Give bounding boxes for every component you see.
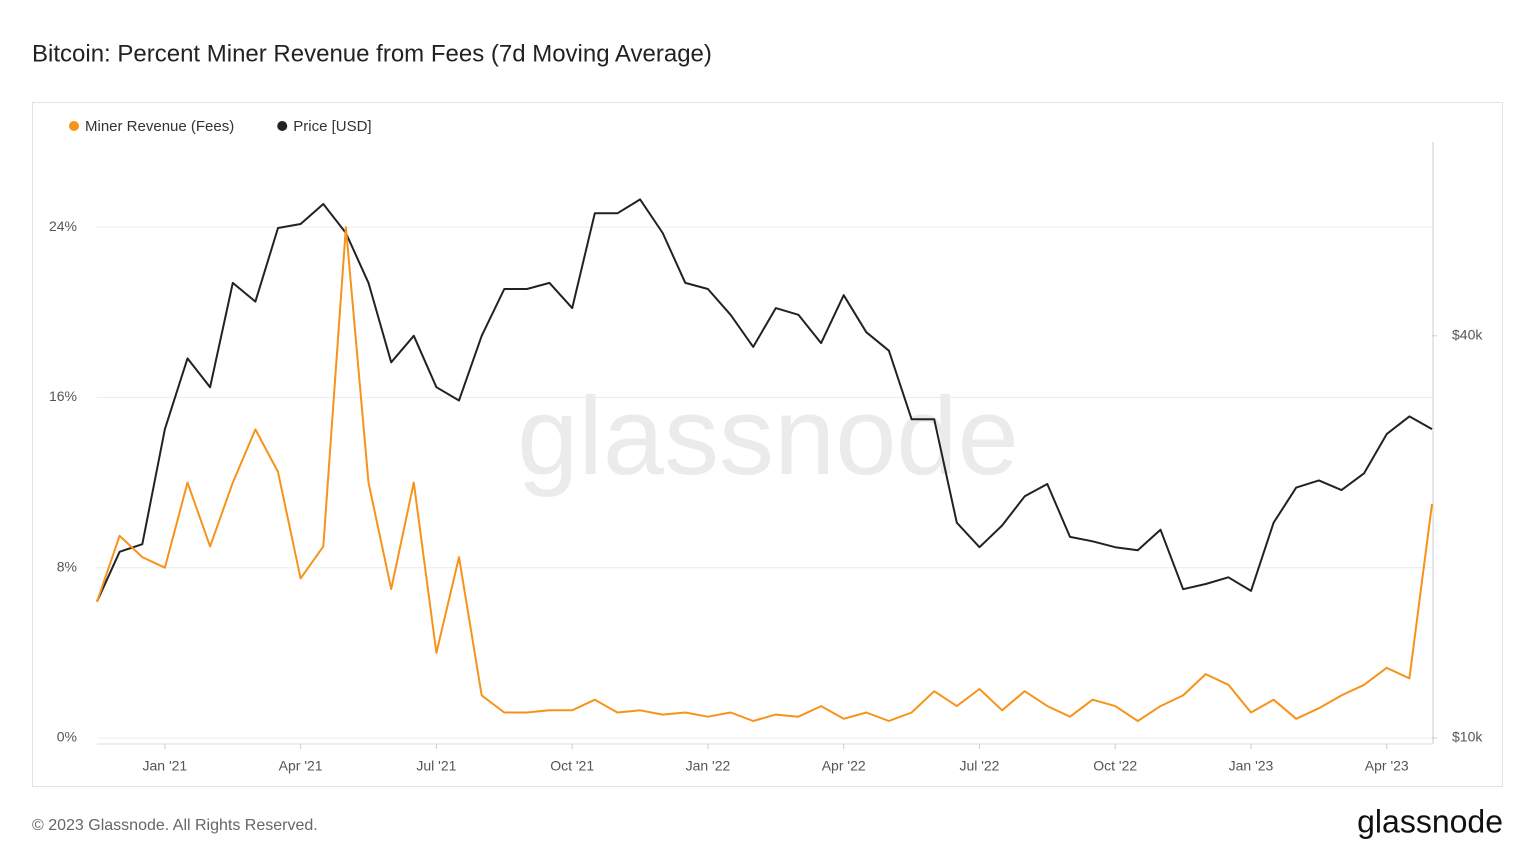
y-tick-label: 8% <box>57 558 77 574</box>
series-line <box>96 198 1433 603</box>
chart-frame <box>32 102 1503 787</box>
logo: glassnode <box>1357 803 1503 839</box>
chart-title: Bitcoin: Percent Miner Revenue from Fees… <box>32 40 712 67</box>
y2-tick-label: $40k <box>1452 326 1483 342</box>
legend-marker <box>69 121 79 131</box>
x-tick-label: Oct '22 <box>1093 758 1137 774</box>
x-tick-label: Jan '21 <box>143 758 188 774</box>
series-line <box>96 226 1433 722</box>
y-tick-label: 0% <box>57 729 77 745</box>
legend-label: Miner Revenue (Fees) <box>85 118 234 135</box>
x-tick-label: Apr '21 <box>279 758 323 774</box>
x-tick-label: Jan '22 <box>686 758 731 774</box>
x-tick-label: Oct '21 <box>550 758 594 774</box>
x-tick-label: Jan '23 <box>1229 758 1274 774</box>
legend-label: Price [USD] <box>293 118 371 135</box>
legend-marker <box>277 121 288 131</box>
x-tick-label: Jul '21 <box>416 758 456 774</box>
x-tick-label: Apr '23 <box>1365 758 1409 774</box>
x-tick-label: Apr '22 <box>822 758 866 774</box>
y2-tick-label: $10k <box>1452 729 1483 745</box>
x-tick-label: Jul '22 <box>959 758 999 774</box>
y-tick-label: 16% <box>49 388 77 404</box>
watermark: glassnode <box>517 375 1019 498</box>
footer: © 2023 Glassnode. All Rights Reserved. <box>32 817 318 834</box>
y-tick-label: 24% <box>49 218 77 234</box>
